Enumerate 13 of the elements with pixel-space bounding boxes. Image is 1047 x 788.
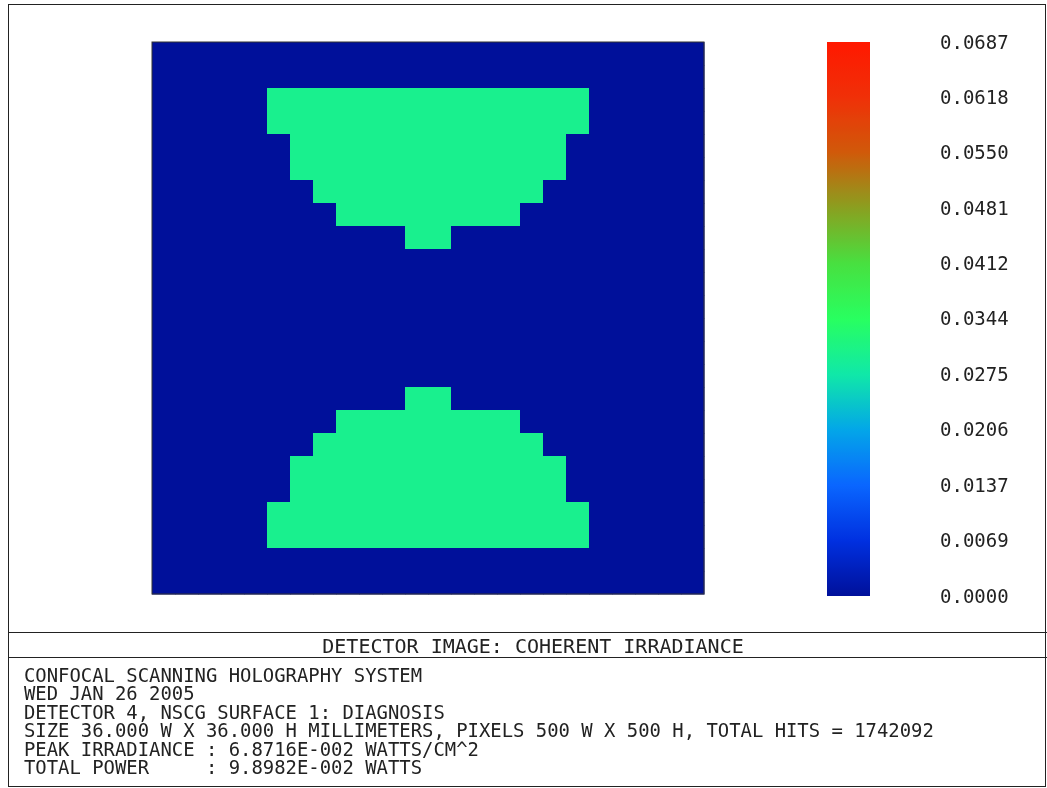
color-bar-label: 0.0000 — [940, 584, 1009, 607]
color-bar-label: 0.0206 — [940, 418, 1009, 441]
color-bar-label: 0.0618 — [940, 86, 1009, 109]
color-bar-label: 0.0344 — [940, 307, 1009, 330]
text: DETECTOR IMAGE: COHERENT IRRADIANCE — [322, 634, 744, 658]
color-bar-label: 0.0412 — [940, 252, 1009, 275]
color-bar-label: 0.0687 — [940, 30, 1009, 53]
text: TOTAL POWER : 9.8982E-002 WATTS — [24, 756, 423, 778]
color-bar-label: 0.0069 — [940, 528, 1009, 551]
color-bar-label: 0.0481 — [940, 196, 1009, 219]
color-bar-label: 0.0275 — [940, 362, 1009, 385]
color-bar-label: 0.0137 — [940, 474, 1009, 497]
color-bar-label: 0.0550 — [940, 141, 1009, 164]
